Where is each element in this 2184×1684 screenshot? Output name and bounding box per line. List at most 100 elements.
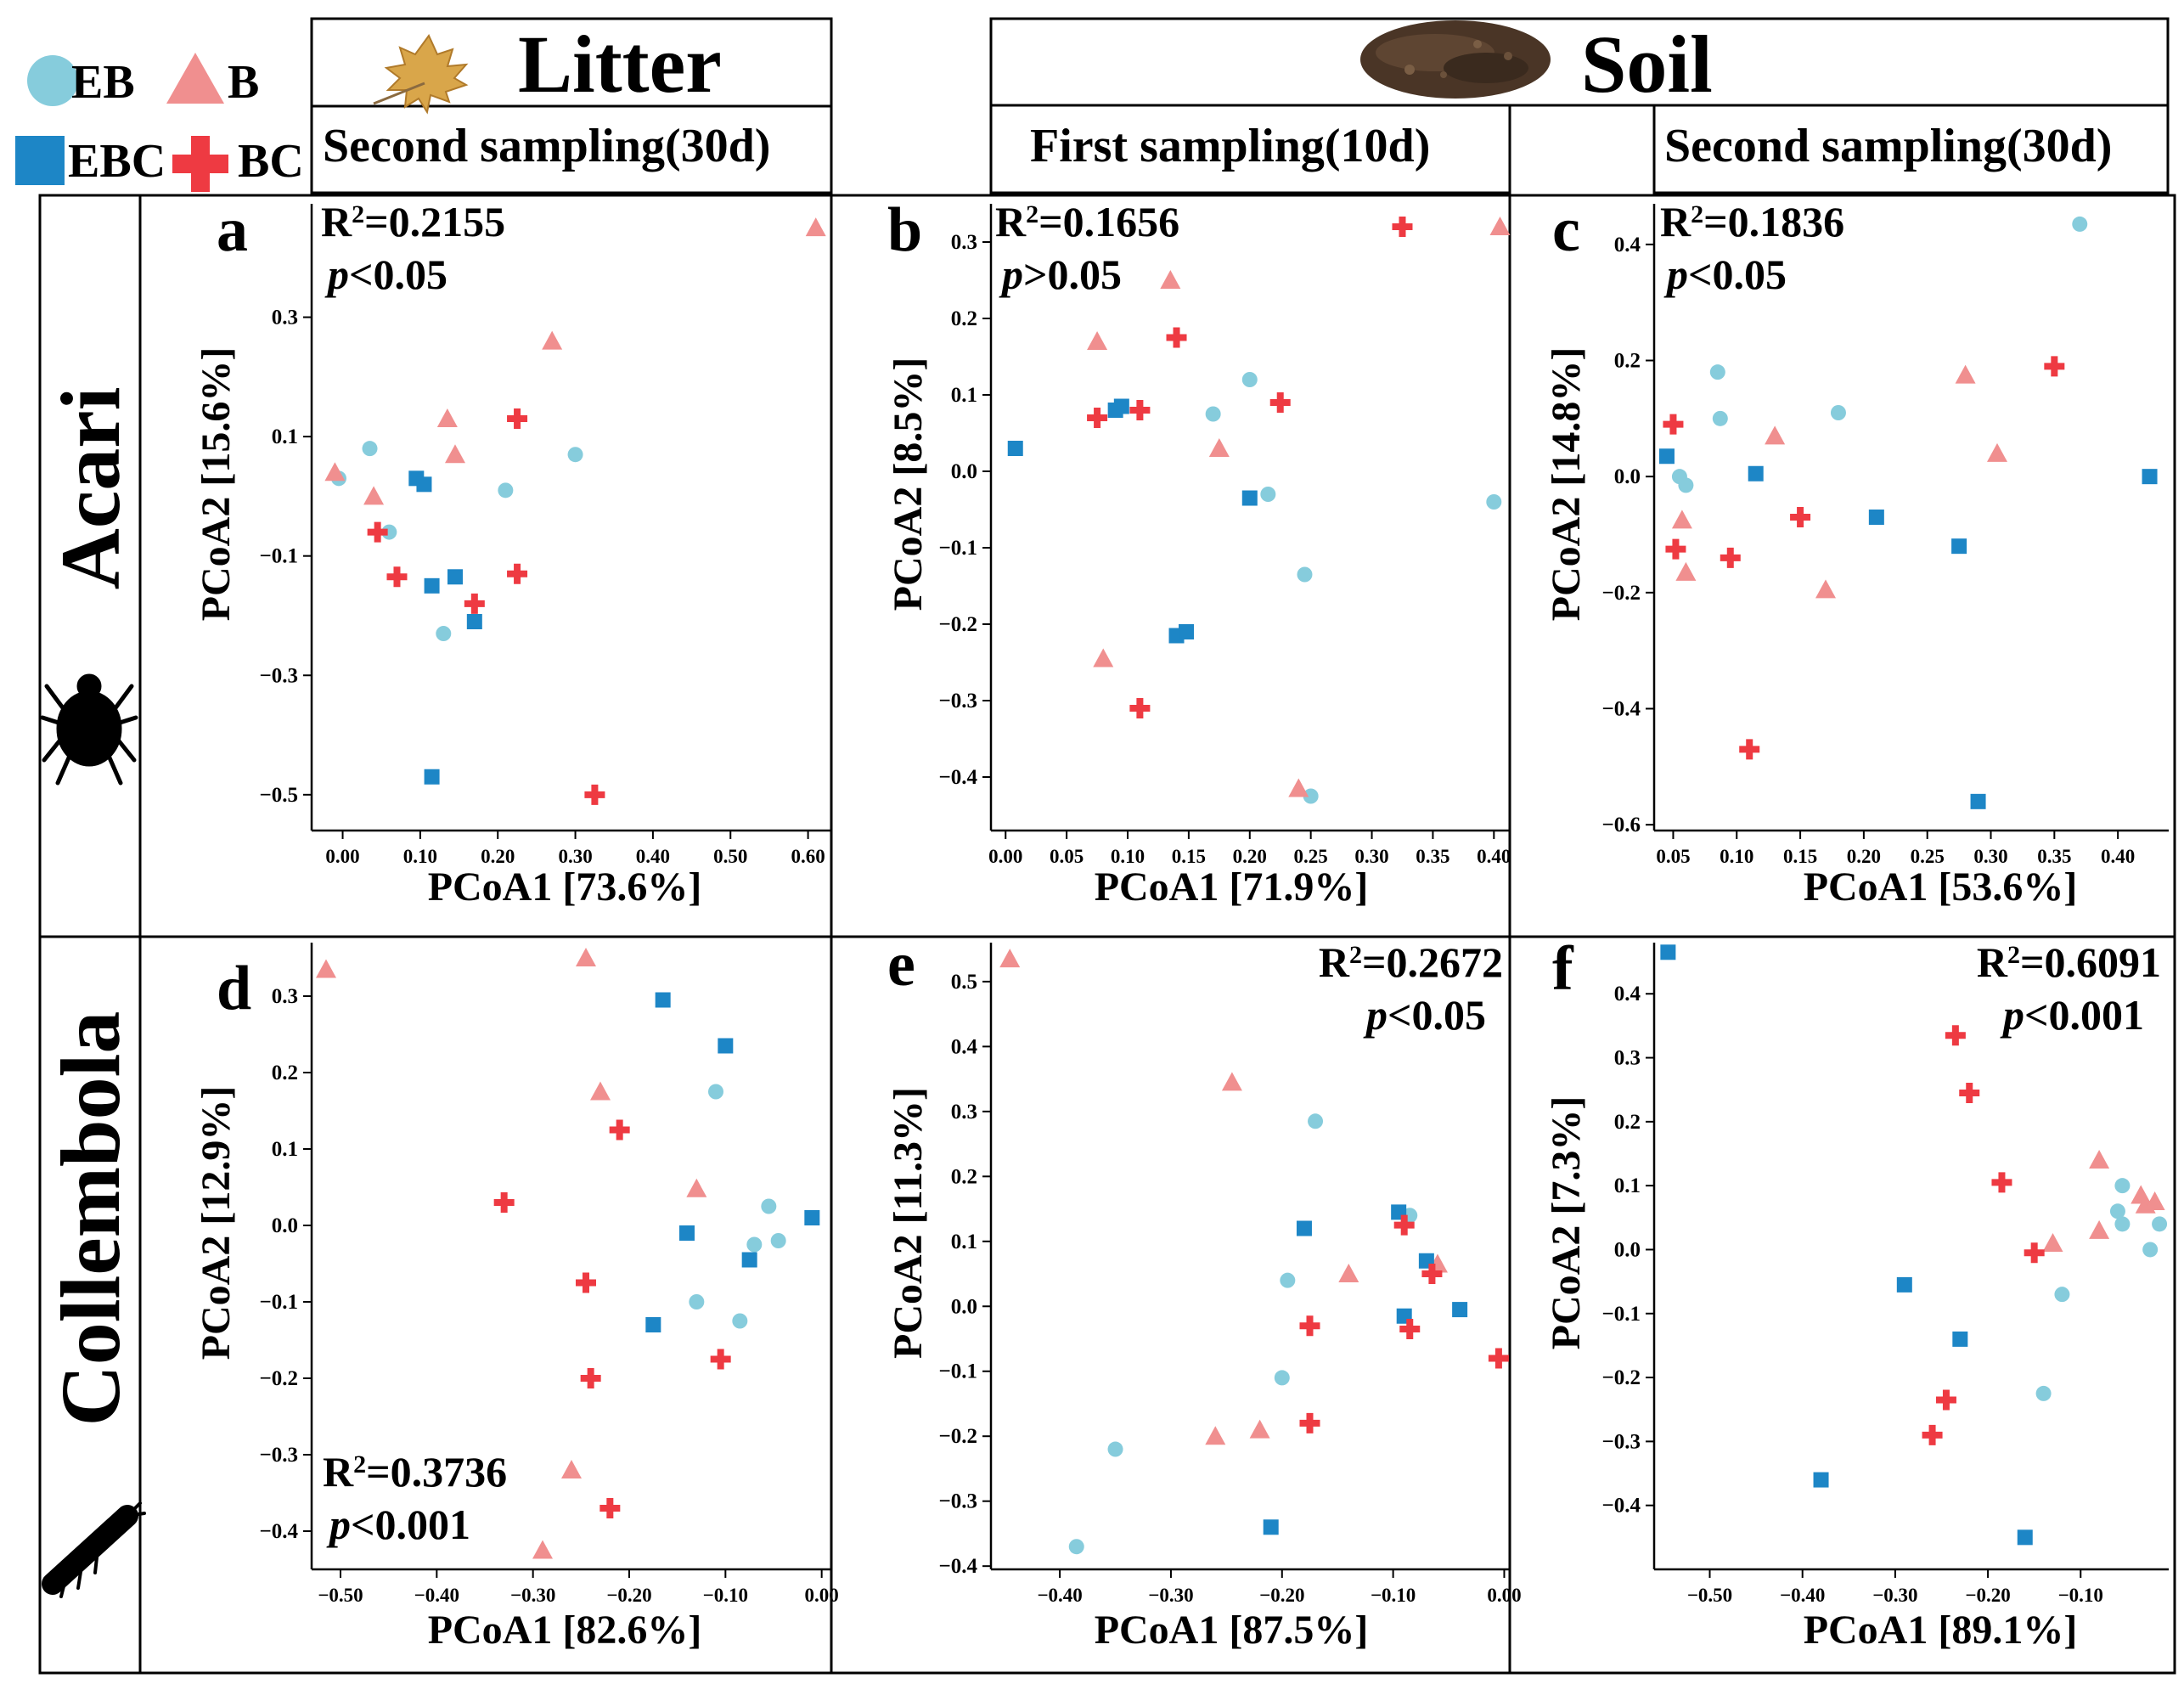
r-squared-label: R2=0.2672 — [1319, 938, 1503, 986]
x-tick-label: 0.40 — [2101, 846, 2135, 867]
y-tick-label: −0.5 — [260, 784, 299, 807]
panel-e: −0.40 −0.30 −0.20 −0.10 0.00 0.5 0.4 0.3 0.2 0.1 0… — [886, 930, 1522, 1653]
p-value-label: p<0.05 — [1363, 991, 1486, 1039]
point-ebc — [1868, 510, 1884, 525]
point-b — [999, 949, 1021, 968]
x-tick-label: 0.50 — [713, 846, 747, 867]
point-b — [1160, 270, 1181, 289]
point-b — [1093, 648, 1114, 667]
point-bc — [1790, 507, 1811, 527]
point-ebc — [447, 569, 463, 585]
panel-b: 0.00 0.05 0.10 0.15 0.20 0.25 0.30 0.35 0.40 0.3 0… — [886, 195, 1511, 910]
panel-grid — [38, 194, 2176, 1675]
y-tick-label: −0.4 — [939, 766, 978, 789]
point-eb — [708, 1084, 723, 1100]
point-b — [1221, 1072, 1242, 1091]
y-tick-label: 0.3 — [951, 1101, 977, 1124]
panel-c: 0.05 0.10 0.15 0.20 0.25 0.30 0.35 0.40 0.4 0.2 0.… — [1544, 195, 2169, 910]
point-eb — [746, 1236, 763, 1253]
point-ebc — [1660, 944, 1676, 960]
point-eb — [436, 626, 452, 642]
point-bc — [1935, 1389, 1956, 1411]
point-b — [1489, 217, 1511, 235]
point-bc — [464, 593, 485, 614]
point-bc — [1087, 408, 1108, 428]
point-bc — [2044, 356, 2065, 377]
point-eb — [1205, 406, 1221, 422]
point-ebc — [1813, 1472, 1829, 1488]
panel-d: −0.50 −0.40 −0.30 −0.20 −0.10 0.00 0.3 0.2 0.1 0.… — [194, 943, 839, 1653]
point-b — [1249, 1419, 1270, 1439]
y-tick-label: −0.3 — [939, 1490, 978, 1513]
x-tick-label: −0.10 — [703, 1585, 748, 1606]
y-tick-label: −0.4 — [939, 1555, 978, 1578]
point-ebc — [2017, 1529, 2033, 1546]
header-soil: Soil First sampling(10d) Second sampling… — [989, 17, 2170, 194]
point-b — [805, 217, 826, 237]
panel-letter: b — [887, 195, 922, 265]
point-eb — [1297, 566, 1313, 583]
x-tick-label: −0.50 — [318, 1585, 363, 1606]
y-tick-label: 0.0 — [1614, 465, 1641, 488]
y-tick-label: 0.2 — [1614, 350, 1641, 373]
r-squared-label: R2=0.2155 — [321, 198, 505, 245]
point-b — [444, 444, 465, 464]
r-squared-label: R2=0.1836 — [1660, 198, 1844, 245]
y-tick-label: 0.3 — [272, 307, 298, 329]
panel-letter: f — [1552, 934, 1574, 1004]
point-ebc — [416, 476, 432, 493]
point-bc — [1269, 392, 1291, 413]
point-bc — [1166, 327, 1187, 348]
y-tick-label: 0.1 — [272, 1138, 298, 1161]
point-bc — [609, 1119, 630, 1141]
x-tick-label: −0.20 — [1965, 1585, 2010, 1606]
y-tick-label: 0.4 — [1614, 234, 1641, 256]
point-ebc — [1241, 490, 1258, 506]
point-ebc — [2142, 469, 2158, 485]
row-label-acari: Acari — [40, 387, 138, 786]
point-ebc — [424, 577, 440, 594]
point-bc — [1299, 1315, 1320, 1337]
x-tick-label: −0.40 — [1037, 1585, 1082, 1606]
point-ebc — [466, 614, 482, 629]
y-tick-label: −0.6 — [1602, 814, 1641, 836]
x-tick-label: 0.40 — [1477, 846, 1511, 867]
x-tick-label: 0.00 — [325, 846, 359, 867]
x-tick-label: −0.30 — [510, 1585, 555, 1606]
point-ebc — [741, 1252, 757, 1268]
point-eb — [1830, 405, 1846, 420]
point-bc — [1739, 739, 1760, 760]
x-axis-label: PCoA1 [82.6%] — [428, 1608, 702, 1653]
legend-ebc-marker — [15, 136, 65, 185]
y-tick-label: −0.4 — [1602, 1495, 1641, 1518]
springtail-icon — [42, 1501, 146, 1598]
point-bc — [1663, 414, 1684, 435]
point-b — [436, 408, 458, 428]
y-tick-label: −0.3 — [1602, 1430, 1641, 1453]
panel-letter: e — [887, 930, 915, 1000]
y-tick-label: 0.3 — [272, 985, 298, 1008]
x-tick-label: 0.00 — [988, 846, 1022, 867]
point-b — [1955, 364, 1976, 384]
point-eb — [362, 441, 378, 457]
point-eb — [732, 1313, 748, 1329]
x-tick-label: 0.20 — [481, 846, 515, 867]
y-tick-label: 0.0 — [272, 1214, 298, 1237]
y-tick-label: 0.5 — [951, 971, 977, 994]
legend: EB B EBC BC — [15, 53, 304, 192]
maple-leaf-icon — [373, 34, 469, 115]
header-litter: Litter Second sampling(30d) — [310, 17, 833, 194]
point-bc — [1393, 1214, 1415, 1236]
point-b — [2042, 1232, 2063, 1252]
x-tick-label: 0.15 — [1783, 846, 1817, 867]
point-ebc — [1970, 793, 1986, 809]
x-axis-label: PCoA1 [73.6%] — [428, 865, 702, 910]
x-tick-label: 0.05 — [1050, 846, 1084, 867]
x-tick-label: −0.20 — [1259, 1585, 1304, 1606]
x-tick-label: 0.00 — [805, 1585, 839, 1606]
point-b — [532, 1540, 553, 1559]
legend-bc-marker — [172, 136, 228, 192]
x-tick-label: 0.25 — [1294, 846, 1328, 867]
x-tick-label: 0.10 — [403, 846, 437, 867]
point-bc — [507, 408, 528, 430]
